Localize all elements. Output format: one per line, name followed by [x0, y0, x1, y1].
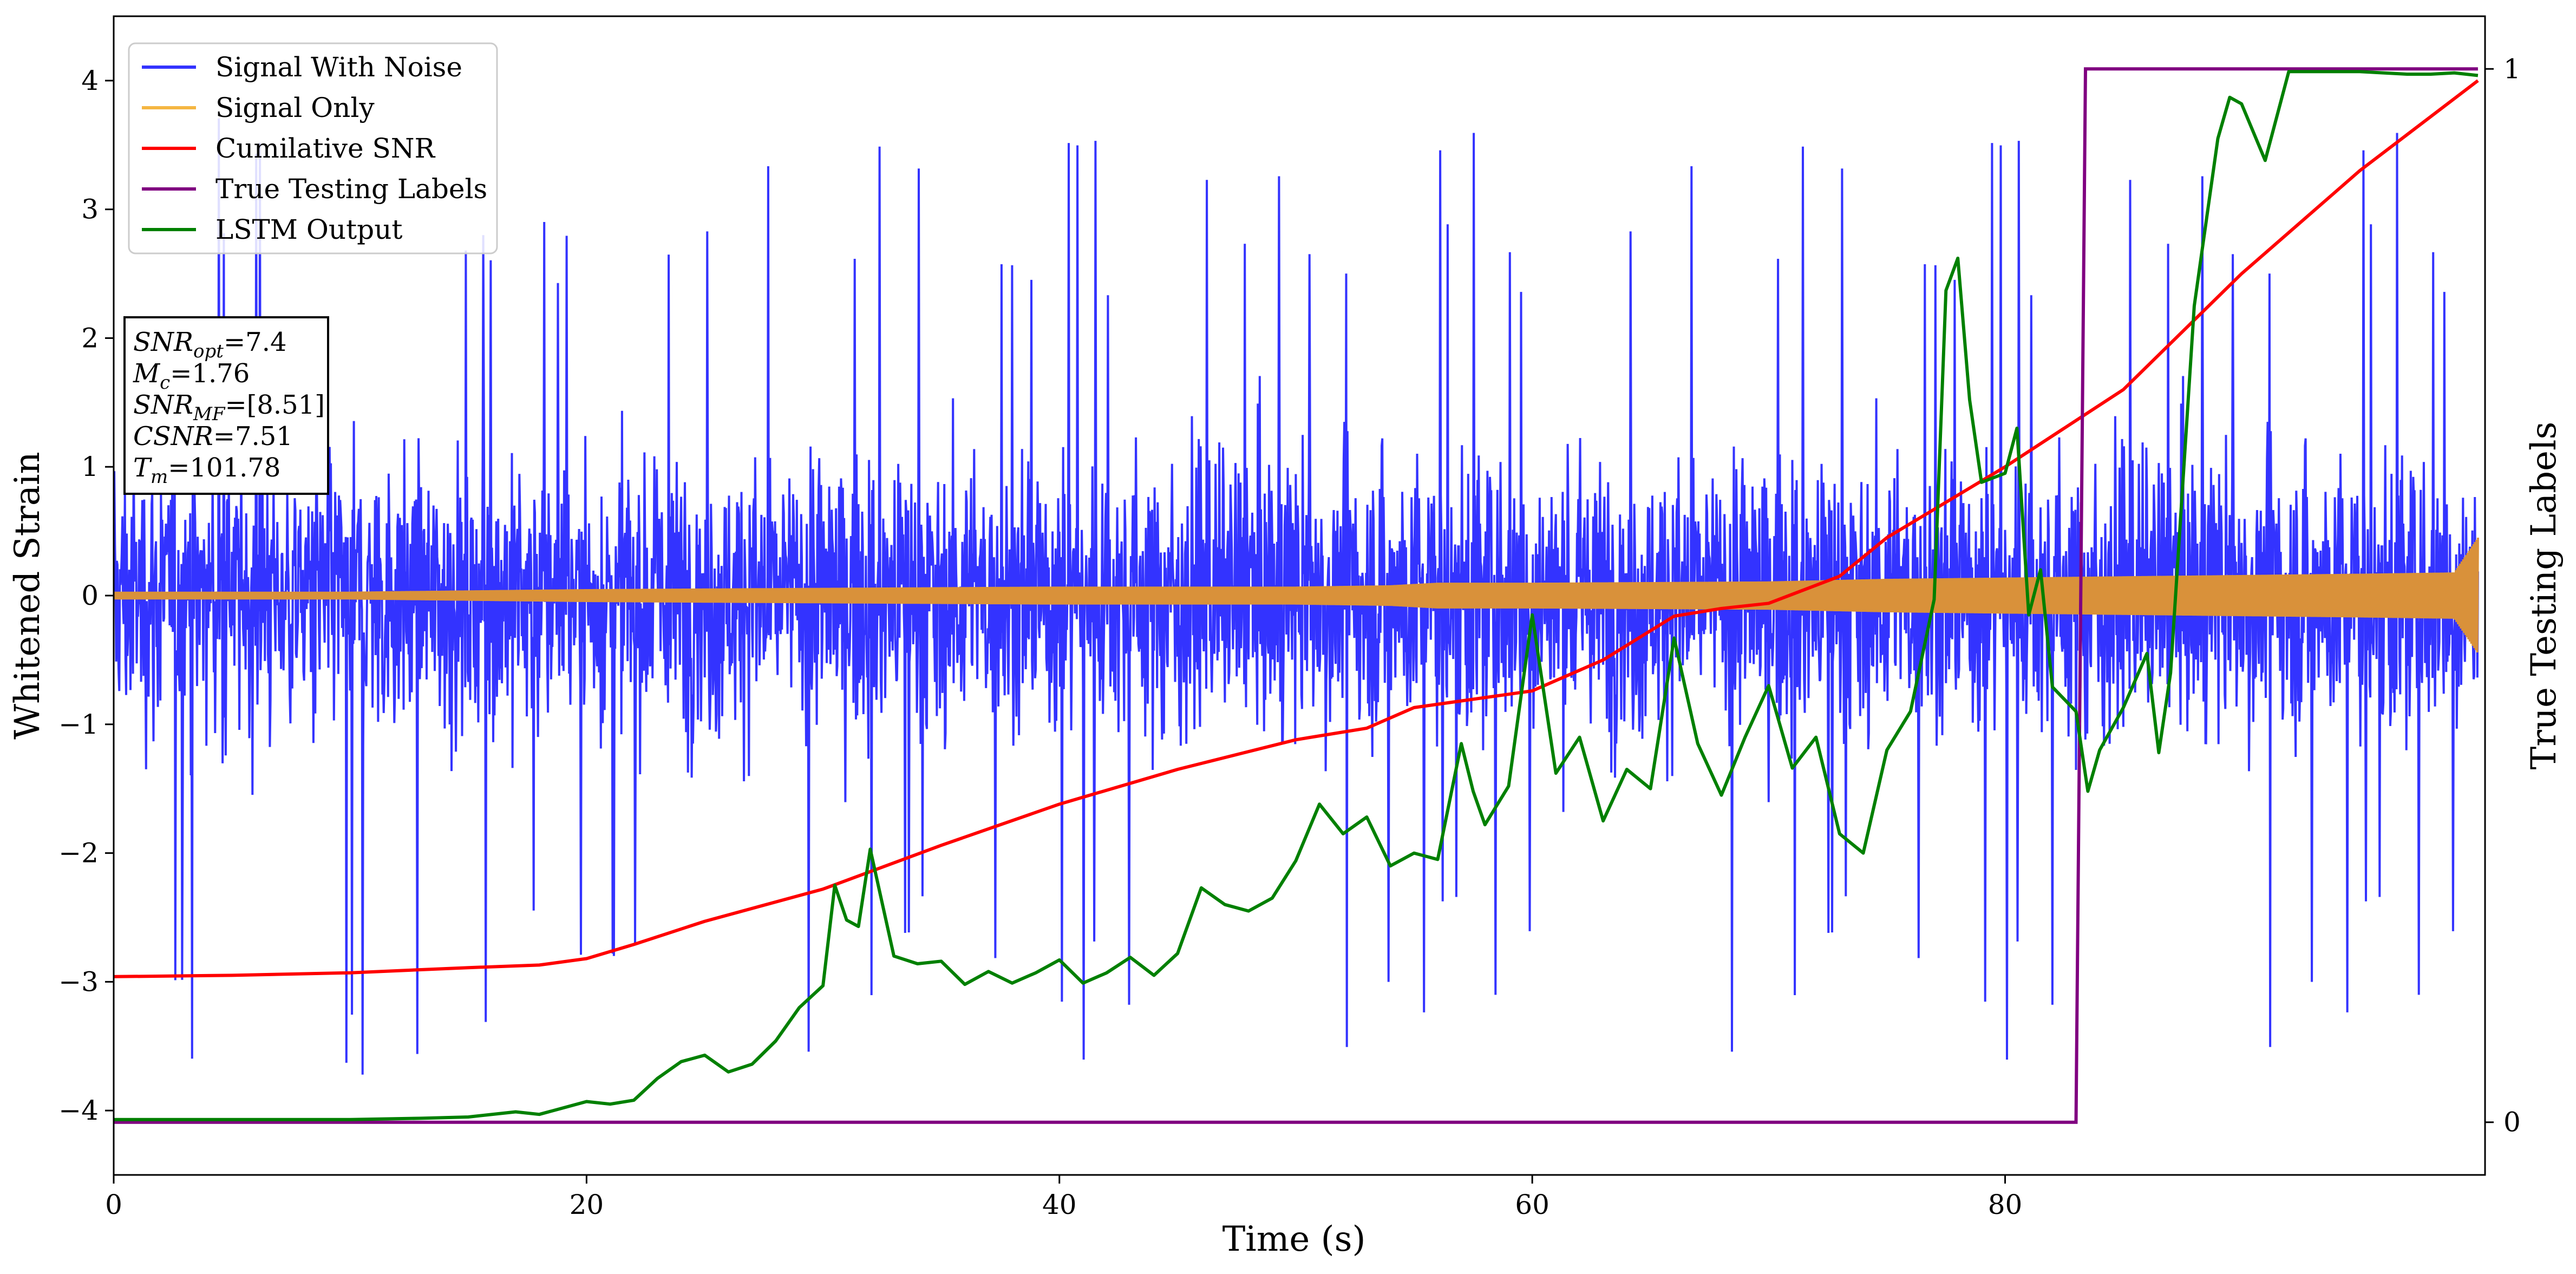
- y-axis-label: Whitened Strain: [8, 452, 48, 739]
- y2-tick-label: 0: [2503, 1107, 2521, 1138]
- legend-label: Signal With Noise: [215, 51, 462, 83]
- y-tick-label: −3: [58, 966, 99, 997]
- x-axis-label: Time (s): [1222, 1219, 1366, 1259]
- legend: Signal With Noise Signal Only Cumilative S…: [128, 42, 498, 254]
- annotation-line: SNRMF=[8.51]: [133, 390, 325, 425]
- y-tick-label: 2: [81, 322, 99, 354]
- annotation-frame: [123, 316, 329, 495]
- legend-label: True Testing Labels: [215, 173, 487, 205]
- series-lstm-output: [114, 70, 2479, 1121]
- y2-axis-label: True Testing Labels: [2524, 422, 2564, 770]
- y-tick-label: 0: [81, 580, 99, 611]
- legend-label: Cumilative SNR: [215, 133, 435, 164]
- series-cumilative-snr: [114, 79, 2479, 978]
- x-tick-label: 20: [570, 1189, 604, 1220]
- x-tick-label: 40: [1042, 1189, 1077, 1220]
- series-true-testing-labels: [114, 67, 2478, 1124]
- annotation-box: SNRopt=7.4Mc=1.76SNRMF=[8.51]CSNR=7.51Tm…: [123, 316, 329, 495]
- plot-area: [114, 67, 2479, 1124]
- annotation-line: Mc=1.76: [133, 358, 250, 394]
- y-tick-label: −4: [58, 1095, 99, 1126]
- legend-label: Signal Only: [215, 92, 375, 123]
- x-tick-label: 60: [1515, 1189, 1549, 1220]
- x-tick-label: 0: [105, 1189, 122, 1220]
- y-tick-label: 1: [81, 451, 99, 482]
- legend-frame: [128, 42, 498, 254]
- annotation-line: Tm=101.78: [133, 453, 280, 488]
- x-tick-label: 80: [1988, 1189, 2023, 1220]
- y-tick-label: 3: [81, 194, 99, 225]
- y-tick-label: 4: [81, 65, 99, 96]
- annotation-line: CSNR=7.51: [133, 421, 293, 452]
- y-tick-label: −1: [58, 709, 99, 740]
- annotation-line: SNRopt=7.4: [133, 327, 287, 362]
- legend-label: LSTM Output: [215, 214, 402, 245]
- series-signal-only: [114, 537, 2479, 653]
- y-tick-label: −2: [58, 838, 99, 869]
- y2-tick-label: 1: [2503, 53, 2521, 84]
